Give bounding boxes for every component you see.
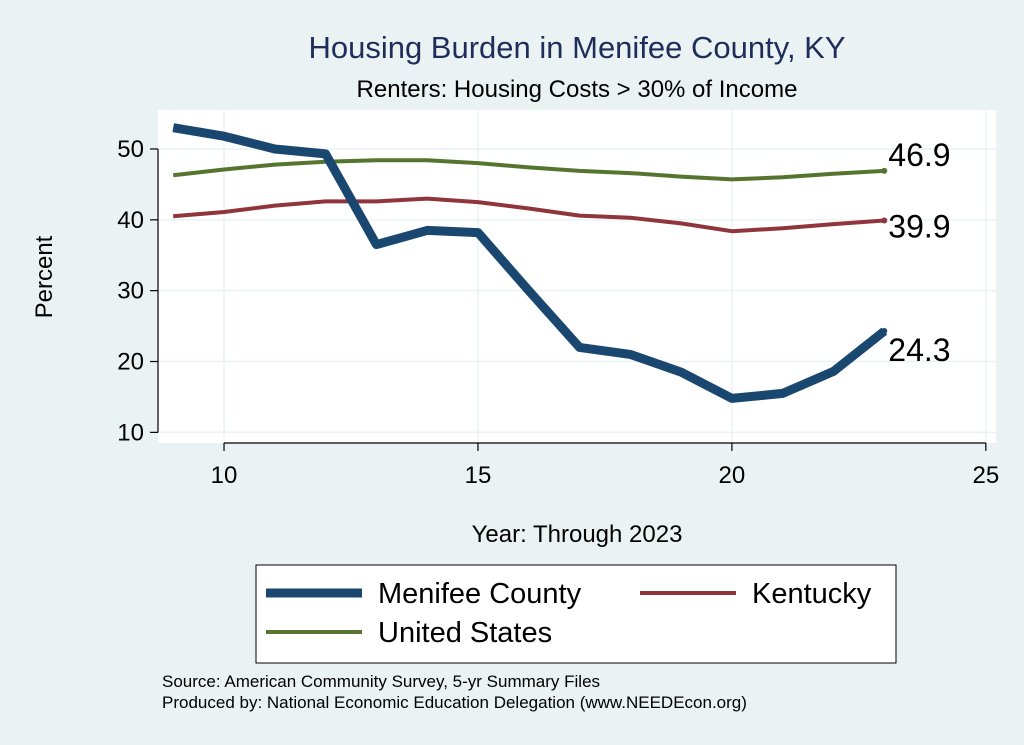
chart-subtitle: Renters: Housing Costs > 30% of Income — [357, 76, 798, 103]
end-point-united-states — [881, 167, 888, 174]
legend-label-kentucky: Kentucky — [752, 578, 872, 610]
x-tick-label: 15 — [465, 462, 492, 489]
y-tick-label: 30 — [117, 278, 144, 305]
series-lines — [172, 123, 888, 403]
chart-title: Housing Burden in Menifee County, KY — [308, 30, 845, 65]
end-point-menifee-county — [881, 328, 888, 335]
x-tick-label: 25 — [972, 462, 999, 489]
end-point-kentucky — [881, 217, 888, 224]
x-tick-label: 10 — [211, 462, 238, 489]
x-tick-label: 20 — [719, 462, 746, 489]
legend: Menifee County Kentucky United States — [266, 578, 872, 649]
legend-label-united-states: United States — [378, 617, 552, 649]
series-line-united-states — [172, 158, 885, 182]
end-labels: 24.3 39.9 46.9 — [888, 137, 950, 368]
y-tick-label: 40 — [117, 207, 144, 234]
source-note: Source: American Community Survey, 5-yr … — [162, 672, 600, 691]
y-tick-label: 10 — [117, 419, 144, 446]
axes: 10 20 30 40 50 10 15 20 25 — [117, 136, 999, 489]
series-line-kentucky — [173, 196, 885, 234]
legend-box — [255, 564, 897, 664]
series-line-menifee-county — [172, 123, 888, 403]
x-axis-title: Year: Through 2023 — [472, 521, 683, 548]
plot-area — [158, 110, 996, 443]
end-label-menifee-county: 24.3 — [888, 332, 950, 368]
end-label-united-states: 46.9 — [888, 137, 950, 173]
end-label-kentucky: 39.9 — [888, 209, 950, 245]
y-axis-title: Percent — [31, 235, 58, 318]
producer-note: Produced by: National Economic Education… — [162, 693, 747, 712]
legend-label-menifee-county: Menifee County — [378, 578, 582, 610]
y-tick-label: 20 — [117, 349, 144, 376]
y-tick-label: 50 — [117, 136, 144, 163]
